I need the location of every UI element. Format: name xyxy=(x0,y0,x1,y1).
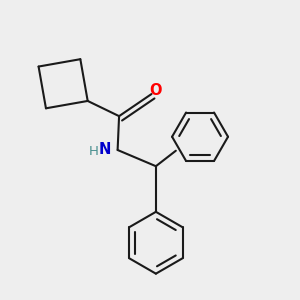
Text: O: O xyxy=(150,83,162,98)
Text: N: N xyxy=(99,142,111,158)
Text: H: H xyxy=(89,145,99,158)
